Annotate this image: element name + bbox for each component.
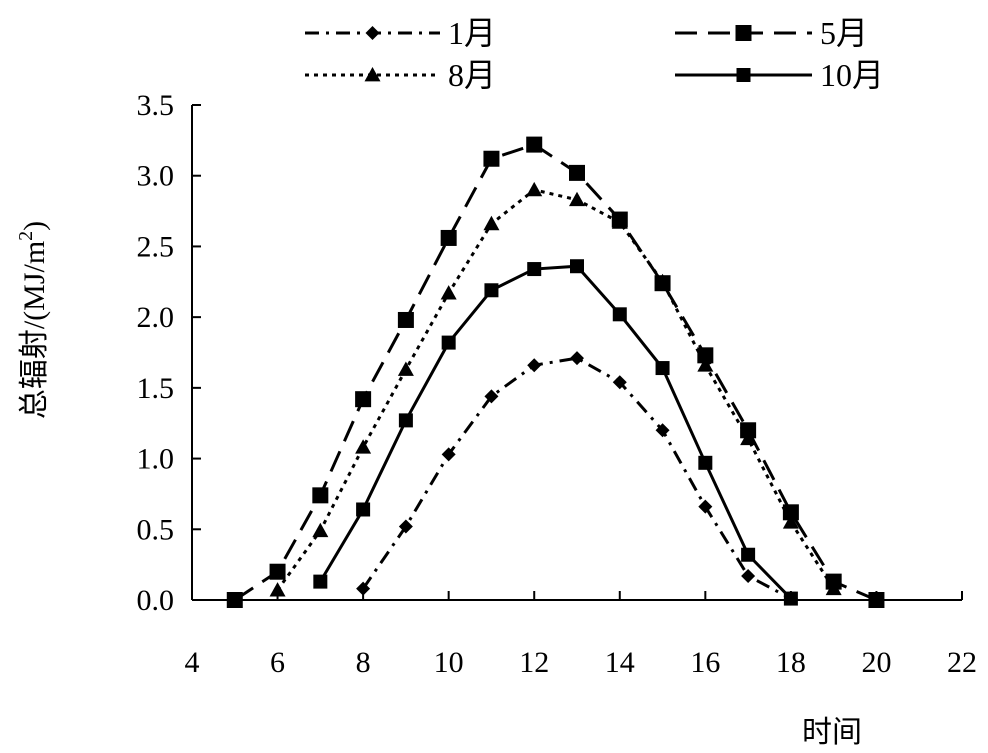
x-tick-label: 16 xyxy=(690,646,720,679)
data-point xyxy=(312,522,329,538)
data-point xyxy=(313,574,328,589)
data-point xyxy=(356,502,371,517)
data-point xyxy=(397,311,414,328)
data-point xyxy=(483,215,500,231)
data-point xyxy=(355,439,372,454)
data-point xyxy=(398,519,413,534)
data-point xyxy=(611,214,628,229)
y-axis-title-close: ) xyxy=(18,221,51,231)
data-point xyxy=(312,487,329,504)
x-axis-title: 时间 xyxy=(802,716,862,749)
series-line xyxy=(319,264,792,600)
legend-label: 5月 xyxy=(820,15,868,51)
y-tick-label: 3.5 xyxy=(137,89,175,122)
data-point xyxy=(269,563,286,580)
legend: 1月 5月 8月 10月 xyxy=(305,15,884,93)
data-point xyxy=(526,136,543,153)
data-point xyxy=(397,361,414,376)
series-3 xyxy=(269,181,842,597)
data-point xyxy=(655,361,670,376)
series-line xyxy=(276,188,835,591)
legend-label: 10月 xyxy=(820,57,884,93)
legend-label: 8月 xyxy=(448,57,496,93)
series-line xyxy=(361,356,792,600)
legend-marker xyxy=(735,25,752,41)
legend-item: 10月 xyxy=(675,57,884,93)
data-point xyxy=(527,358,542,373)
data-point xyxy=(740,430,757,446)
legend-marker xyxy=(365,26,380,40)
data-point xyxy=(782,514,799,529)
x-tick-label: 20 xyxy=(861,646,891,679)
y-tick-label: 2.0 xyxy=(137,301,175,334)
data-point xyxy=(355,391,372,408)
data-point xyxy=(740,422,757,439)
legend-item: 5月 xyxy=(675,15,868,51)
series-line xyxy=(233,142,878,602)
y-axis-title-superscript: 2 xyxy=(15,231,37,241)
y-tick-label: 3.0 xyxy=(137,160,175,193)
x-tick-label: 6 xyxy=(270,646,285,679)
y-tick-label: 1.0 xyxy=(137,443,175,476)
x-tick-label: 10 xyxy=(434,646,464,679)
data-point xyxy=(441,447,456,462)
legend-label: 1月 xyxy=(448,15,496,51)
legend-item: 1月 xyxy=(305,15,496,51)
data-point xyxy=(741,568,756,583)
data-point xyxy=(697,357,714,372)
data-point xyxy=(654,273,671,289)
x-tick-label: 22 xyxy=(947,646,977,679)
y-tick-label: 1.5 xyxy=(137,372,175,405)
series-2 xyxy=(226,136,885,608)
data-point xyxy=(698,499,713,514)
data-point xyxy=(484,389,499,404)
data-point xyxy=(570,259,584,274)
data-point xyxy=(570,351,584,366)
y-axis-title: 总辐射/(MJ/m2) xyxy=(15,221,51,419)
data-point xyxy=(441,335,456,350)
data-point xyxy=(440,229,457,246)
data-point xyxy=(569,191,585,207)
data-point xyxy=(783,591,798,606)
legend-marker xyxy=(364,67,381,82)
data-point xyxy=(741,547,756,562)
data-point xyxy=(612,307,627,322)
data-point xyxy=(612,375,627,390)
data-point xyxy=(698,455,713,470)
data-point xyxy=(868,592,885,608)
data-point xyxy=(526,181,543,197)
data-point xyxy=(655,423,670,438)
data-point xyxy=(825,580,842,596)
data-point xyxy=(226,592,243,608)
data-point xyxy=(440,285,457,300)
data-point xyxy=(484,283,499,298)
data-point xyxy=(483,150,500,167)
legend-marker xyxy=(736,68,751,82)
y-axis-title-main: 总辐射/(MJ/m xyxy=(18,241,51,419)
data-point xyxy=(269,582,286,597)
x-tick-label: 4 xyxy=(185,646,200,679)
x-tick-label: 12 xyxy=(519,646,549,679)
y-tick-label: 0.0 xyxy=(137,584,175,617)
data-point xyxy=(356,581,371,596)
axes: 0.0 0.5 1.0 1.5 2.0 2.5 3.0 3.5 4 6 8 10 12 14 16 18 20 2… xyxy=(137,89,978,679)
series-layer xyxy=(226,136,885,608)
data-point xyxy=(569,164,585,181)
data-point xyxy=(398,413,413,428)
y-tick-label: 2.5 xyxy=(137,230,175,263)
data-point xyxy=(527,262,542,277)
x-tick-label: 8 xyxy=(356,646,371,679)
x-tick-label: 18 xyxy=(776,646,806,679)
y-tick-label: 0.5 xyxy=(137,513,175,546)
legend-item: 8月 xyxy=(305,57,496,93)
x-tick-label: 14 xyxy=(605,646,635,679)
series-4 xyxy=(313,259,798,606)
